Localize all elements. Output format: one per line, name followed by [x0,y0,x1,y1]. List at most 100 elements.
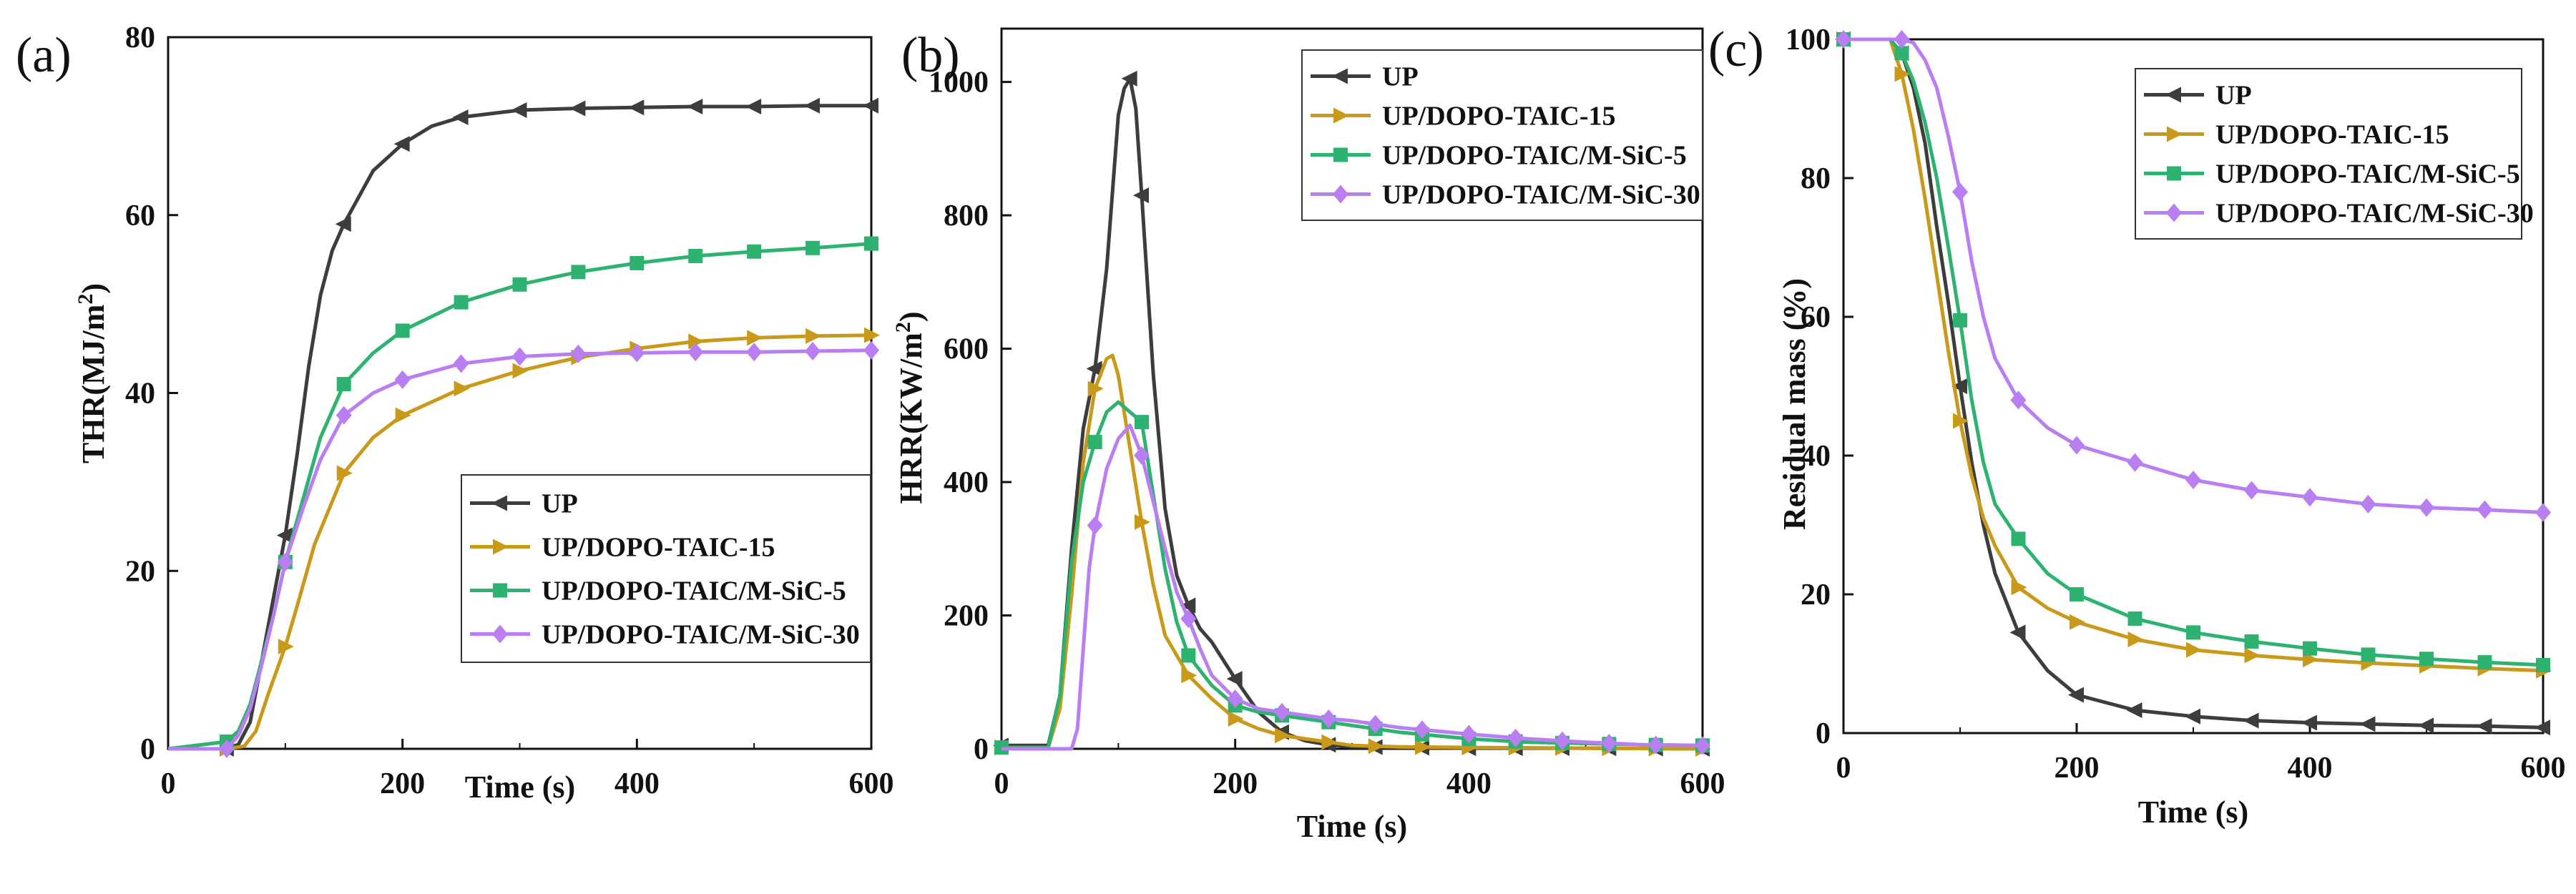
series-marker [454,380,470,397]
series-line [1843,37,2544,673]
series-marker [745,99,762,115]
series-marker [276,527,293,544]
x-tick-label: 600 [2521,752,2566,785]
series-marker [1275,727,1291,744]
series-marker [1135,415,1149,430]
x-axis-title: Time (s) [1297,809,1407,844]
series-marker [2476,718,2492,735]
legend: UP UP/DOPO-TAIC-15 UP/DOPO-TAIC/M-SiC-5 UP/… [2135,68,2534,240]
series-marker [1134,446,1150,465]
y-axis-title-close: ) [893,311,929,322]
x-tick-label: 0 [161,767,176,800]
series-marker [2418,717,2434,734]
series-marker [1601,734,1617,753]
series-marker [1087,516,1103,535]
x-tick-label: 200 [380,767,425,800]
legend-label: UP [1382,62,1419,92]
series-marker [2536,657,2550,672]
series-marker [1415,739,1431,755]
series-marker [1647,735,1664,755]
series-marker [804,97,821,114]
series-marker [218,740,235,758]
y-axis-title-superscript: 2 [891,322,915,333]
series-marker [1461,724,1477,744]
series-marker [2070,614,2085,630]
y-tick-label: 40 [1801,440,1831,473]
plot-area: 0 200 400 600020406080100UPUP/DOPO-TAIC-15U… [1786,24,2566,785]
series-marker [2069,436,2085,455]
series-marker [687,343,704,362]
series-marker [335,216,351,232]
series-marker [395,407,411,423]
series-marker [2126,702,2142,718]
legend-label: UP [2215,81,2252,111]
series-marker [2244,647,2261,664]
legend-swatch-marker [491,495,507,511]
series-marker [747,330,763,346]
legend-swatch-marker [493,583,507,598]
x-tick-label: 200 [2055,752,2100,785]
series-marker [570,344,587,363]
legend-label: UP/DOPO-TAIC/M-SiC-5 [542,576,846,606]
chart-panel-b: (b) HRR(KW/m2) Time (s) [891,28,1408,844]
y-tick-label: 600 [944,333,989,366]
plot-area: 0 200 400 600 0 200 400 600 800 1000 UP UP/DOPO-TAI… [929,27,1725,800]
series-marker [688,333,705,350]
legend-label: UP/DOPO-TAIC-15 [2215,120,2449,150]
legend-swatch-marker [492,624,508,644]
series-marker [2359,716,2376,732]
panel-label: (c) [1708,22,1764,77]
series-marker [1953,313,1967,328]
y-tick-label: 20 [1801,579,1831,611]
plot-area: 0 200 400 600 0 20 40 60 80 UP UP/DOPO-TAIC-15 UP/D… [125,21,894,800]
y-axis-title-main: THR(MJ/m [76,305,111,463]
series-marker [863,340,879,360]
series-marker [1894,46,1909,61]
series-marker [2011,531,2026,546]
legend-box [2135,68,2522,240]
series-line [1001,77,1703,751]
series-marker [2303,652,2318,668]
series-marker [747,244,762,259]
x-tick-label: 200 [1213,767,1258,800]
series-marker [511,102,527,118]
series-marker [1226,671,1243,687]
series-marker [1087,435,1102,450]
x-axis-title: Time (s) [465,770,575,805]
series-marker [2477,500,2493,519]
y-tick-label: 40 [125,378,155,411]
series-marker [1087,380,1104,397]
series-marker [1135,514,1150,530]
series-marker [394,370,411,389]
series-marker [395,323,410,338]
legend-swatch-marker [2166,203,2182,222]
series-marker [628,99,645,116]
legend-label: UP [542,489,578,519]
y-tick-label: 0 [1816,717,1831,750]
series-marker [2070,587,2084,601]
legend-box [461,474,871,663]
series-marker [571,265,586,280]
series-marker [1894,66,1911,82]
series-line [1001,423,1703,751]
series-marker [1952,182,1968,202]
series-marker [2185,708,2200,724]
series-marker [2127,632,2144,648]
series-group [1836,32,2550,672]
series-marker [1121,70,1137,87]
series-marker [2535,719,2550,736]
series-marker [277,552,293,571]
series-marker [688,248,703,263]
series-marker [1554,731,1570,750]
series-marker [2011,579,2027,596]
series-marker [452,109,469,125]
x-axis-title: Time (s) [2138,795,2248,830]
series-marker [2535,503,2551,522]
series-line [1001,353,1703,751]
series-marker [2361,647,2376,662]
series-marker [512,363,529,379]
y-tick-label: 80 [1801,162,1831,195]
y-axis-title: Residual mass (%) [1777,278,1812,530]
legend-label: UP/DOPO-TAIC/M-SiC-5 [1382,141,1687,171]
